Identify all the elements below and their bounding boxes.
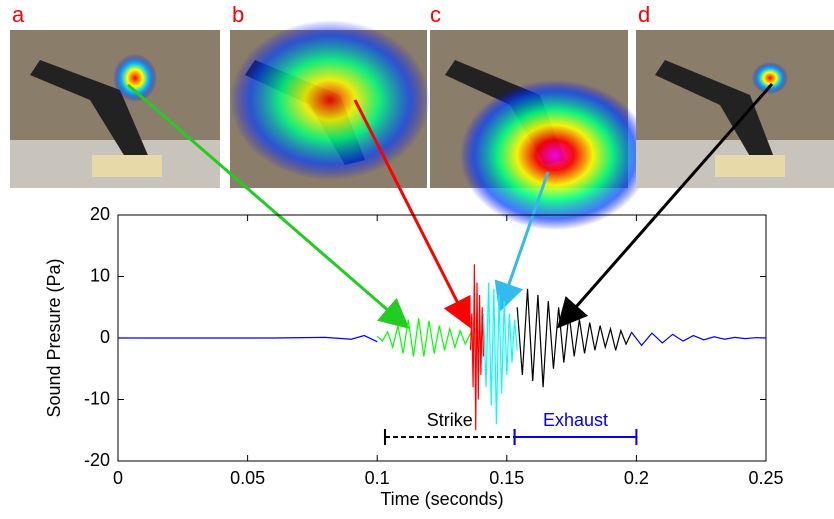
panel-label: b: [232, 2, 244, 27]
waveform: [630, 331, 767, 347]
y-tick-label: -20: [84, 450, 110, 470]
y-tick-label: 0: [100, 327, 110, 347]
waveform: [516, 288, 632, 388]
range-label: Exhaust: [543, 410, 608, 430]
panel-label: a: [12, 2, 25, 27]
arrow-b: [353, 99, 471, 329]
x-tick-label: 0.1: [365, 468, 390, 488]
y-tick-label: 20: [90, 204, 110, 224]
y-tick-label: -10: [84, 388, 110, 408]
panel-label: c: [430, 2, 441, 27]
y-axis-title: Sound Presure (Pa): [44, 258, 64, 417]
photo-a: [10, 30, 220, 188]
arrows: [127, 83, 774, 329]
photos: [10, 20, 834, 230]
x-tick-label: 0.2: [624, 468, 649, 488]
arrow-c: [494, 171, 550, 313]
waveform: [376, 318, 472, 357]
arrow-a: [127, 83, 410, 329]
x-axis-title: Time (seconds): [380, 489, 503, 509]
x-tick-label: 0: [113, 468, 123, 488]
arrow-d: [557, 83, 774, 329]
panel-label: d: [638, 2, 650, 27]
photo-d: [636, 30, 834, 188]
x-tick-label: 0.05: [230, 468, 265, 488]
x-tick-label: 0.15: [489, 468, 524, 488]
y-tick-label: 10: [90, 265, 110, 285]
waveform: [482, 282, 518, 425]
photo-b: [230, 20, 430, 188]
waveform: [469, 264, 485, 431]
range-label: Strike: [427, 410, 473, 430]
waveform: [118, 334, 378, 343]
photo-c: [430, 30, 650, 230]
x-tick-label: 0.25: [748, 468, 783, 488]
